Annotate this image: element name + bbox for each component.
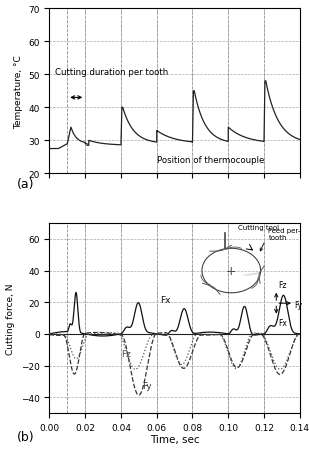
Text: Cutting duration per tooth: Cutting duration per tooth	[55, 68, 169, 77]
Text: Fx: Fx	[160, 296, 171, 304]
Text: Position of thermocouple: Position of thermocouple	[157, 156, 264, 165]
Text: (a): (a)	[17, 177, 34, 190]
Y-axis label: Temperature, °C: Temperature, °C	[14, 55, 23, 129]
Text: Fy: Fy	[142, 381, 152, 390]
Text: (b): (b)	[17, 430, 35, 442]
Text: Fz: Fz	[121, 349, 131, 358]
X-axis label: Time, sec: Time, sec	[150, 435, 199, 444]
Y-axis label: Cutting force, N: Cutting force, N	[6, 283, 15, 354]
